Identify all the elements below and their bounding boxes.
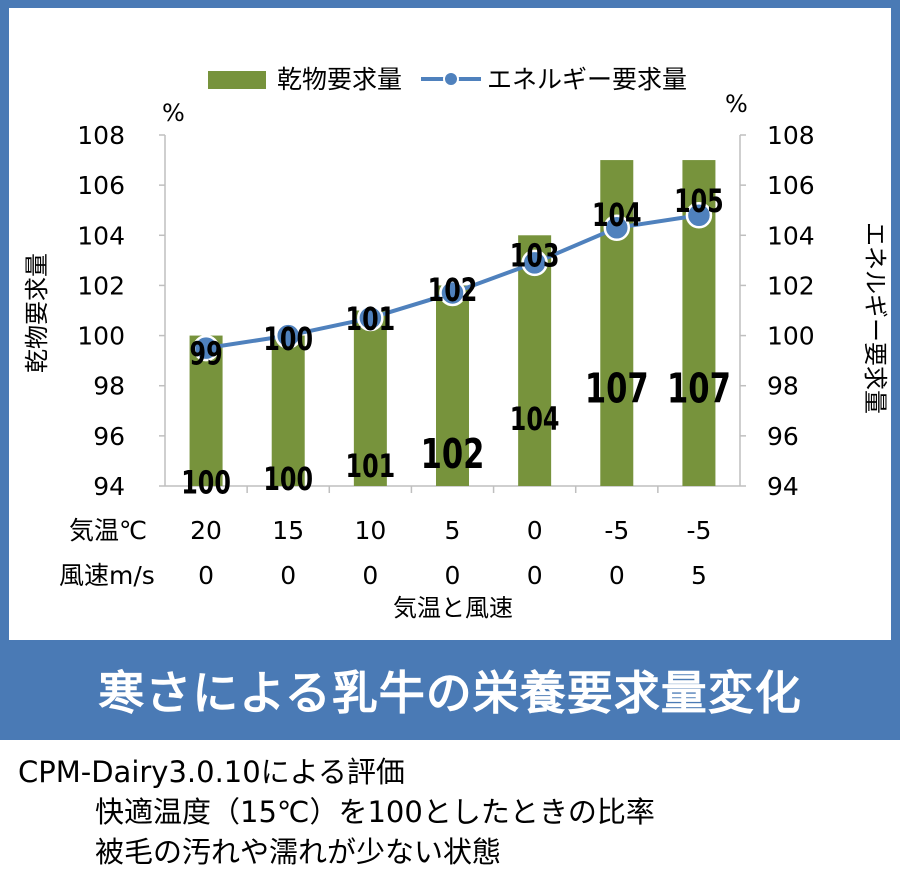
left-tick-label: 94 xyxy=(93,472,125,501)
right-axis-title: エネルギー要求量 xyxy=(861,222,889,414)
category-wind-label: 5 xyxy=(691,561,707,590)
category-temp-label: -5 xyxy=(604,516,629,545)
left-tick-label: 96 xyxy=(93,422,125,451)
left-tick-label: 102 xyxy=(77,271,125,300)
category-temp-label: 0 xyxy=(527,516,543,545)
category-temp-label: -5 xyxy=(686,516,711,545)
category-wind-label: 0 xyxy=(198,561,214,590)
bar-dry-matter xyxy=(271,335,305,486)
bar-data-label: 100 xyxy=(263,460,313,498)
category-temp-label: 10 xyxy=(354,516,386,545)
chart-title: 寒さによる乳牛の栄養要求量変化 xyxy=(98,666,802,720)
category-wind-label: 0 xyxy=(527,561,543,590)
legend-line-marker xyxy=(443,71,459,87)
note-line-1: 快適温度（15℃）を100としたときの比率 xyxy=(95,795,655,829)
bar-data-label: 104 xyxy=(510,400,560,438)
legend-line-label: エネルギー要求量 xyxy=(487,65,687,94)
chart-frame: 乾物要求量 エネルギー要求量 108 106 104 102 100 98 96 94 108 106… xyxy=(0,0,900,740)
legend-bar-swatch xyxy=(208,71,266,89)
bar-dry-matter xyxy=(353,310,387,486)
chart-panel: 乾物要求量 エネルギー要求量 108 106 104 102 100 98 96 94 108 106… xyxy=(9,8,891,640)
energy-point xyxy=(603,214,631,242)
bar-data-label: 107 xyxy=(585,364,649,413)
bar-data-label: 107 xyxy=(667,364,731,413)
right-tick-label: 108 xyxy=(767,121,815,150)
right-tick-label: 96 xyxy=(767,422,799,451)
bar-dry-matter xyxy=(518,235,552,486)
left-axis-unit: % xyxy=(162,99,185,127)
right-tick-label: 106 xyxy=(767,171,815,200)
energy-data-label: 102 xyxy=(428,272,478,310)
note-line-2: 被毛の汚れや濡れが少ない状態 xyxy=(95,835,502,869)
right-tick-label: 98 xyxy=(767,372,799,401)
right-tick-label: 94 xyxy=(767,472,799,501)
category-wind-label: 0 xyxy=(362,561,378,590)
left-tick-label: 106 xyxy=(77,171,125,200)
bar-data-label: 100 xyxy=(181,464,231,502)
energy-data-label: 100 xyxy=(263,321,313,359)
energy-data-label: 103 xyxy=(510,237,560,275)
energy-data-label: 105 xyxy=(674,182,724,220)
category-wind-label: 0 xyxy=(609,561,625,590)
category-wind-label: 0 xyxy=(280,561,296,590)
x-axis-title: 気温と風速 xyxy=(393,594,513,622)
category-temp-label: 20 xyxy=(190,516,222,545)
bar-data-label: 101 xyxy=(346,448,396,486)
category-temp-label: 15 xyxy=(272,516,304,545)
right-tick-label: 100 xyxy=(767,322,815,351)
left-tick-label: 108 xyxy=(77,121,125,150)
bar-data-label: 102 xyxy=(421,429,485,478)
left-tick-label: 98 xyxy=(93,372,125,401)
row-label-temp: 気温℃ xyxy=(69,516,147,545)
energy-data-label: 101 xyxy=(346,300,396,338)
energy-point xyxy=(357,304,384,332)
energy-point xyxy=(439,279,466,307)
energy-point xyxy=(192,334,220,362)
left-tick-label: 100 xyxy=(77,322,125,351)
category-wind-label: 0 xyxy=(445,561,461,590)
category-temp-label: 5 xyxy=(445,516,461,545)
legend-bar-label: 乾物要求量 xyxy=(277,65,402,94)
energy-data-label: 104 xyxy=(592,197,642,235)
left-tick-label: 104 xyxy=(77,221,125,250)
bar-dry-matter xyxy=(436,285,469,486)
right-axis-unit: % xyxy=(725,90,748,118)
notes: CPM-Dairy3.0.10による評価 快適温度（15℃）を100としたときの… xyxy=(0,752,900,872)
energy-data-label: 99 xyxy=(190,335,223,373)
combo-chart: 乾物要求量 エネルギー要求量108106104102100989694108106… xyxy=(23,65,889,622)
bar-dry-matter xyxy=(600,160,634,487)
right-tick-label: 102 xyxy=(767,271,815,300)
energy-point xyxy=(685,201,713,229)
left-axis-title: 乾物要求量 xyxy=(23,253,51,373)
right-tick-label: 104 xyxy=(767,221,815,250)
note-main: CPM-Dairy3.0.10による評価 xyxy=(18,755,405,789)
row-label-wind: 風速m/s xyxy=(59,561,155,590)
energy-point xyxy=(274,322,302,349)
energy-point xyxy=(521,249,548,277)
